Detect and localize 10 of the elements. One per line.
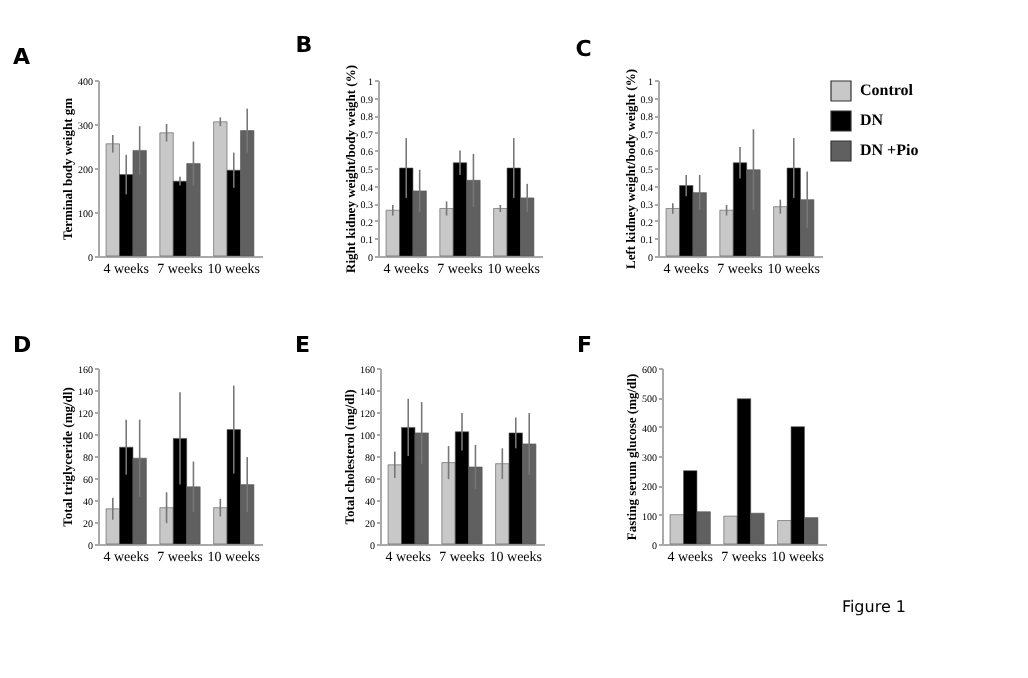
chart-title: B — [295, 31, 313, 58]
chart-title: E — [295, 332, 311, 358]
chart-title: D — [13, 332, 32, 358]
chart-title: C — [575, 35, 592, 62]
caption: Figure 1 — [841, 598, 906, 616]
chart-title: F — [577, 332, 593, 358]
legend-label: Control — [860, 81, 915, 99]
legend-label: DN — [860, 111, 884, 129]
legend-label: DN +Pio — [860, 141, 919, 159]
chart-title: A — [13, 44, 31, 70]
